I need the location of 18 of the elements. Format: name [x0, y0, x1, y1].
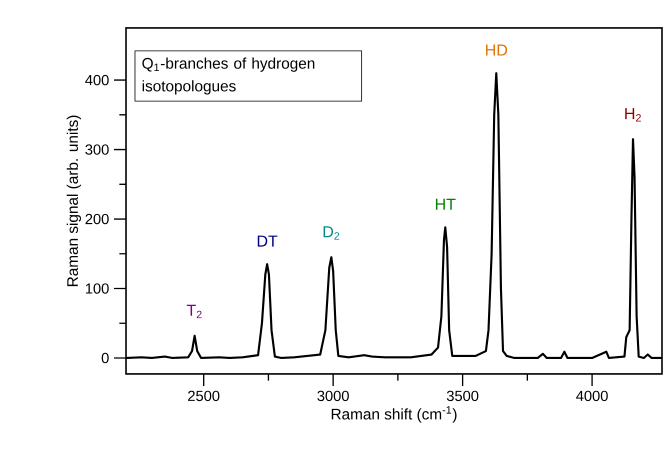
y-tick-label: 0 [102, 352, 109, 364]
annotation: T$_{2}$ [186, 304, 202, 318]
annotation: HT [436, 198, 456, 210]
annotation: D$_{2}$ [324, 226, 340, 240]
annotation: H$_{2}$ [625, 108, 641, 122]
x-tick-label: 2500 [188, 390, 220, 402]
y-tick-label: 300 [85, 144, 109, 155]
y-tick-label: 400 [85, 74, 109, 86]
text: Q$_{1}$-branches of hydrogen isotopologues [142, 58, 314, 94]
y-axis-title: Raman signal (arb. units) [66, 116, 81, 286]
x-tick-label: 4000 [576, 390, 608, 402]
y-tick-label: 200 [86, 214, 109, 224]
x-axis-title: Raman shift (cm$^{-1}$) [332, 406, 457, 423]
annotation: HD [486, 44, 508, 56]
y-tick-label: 100 [86, 283, 109, 294]
annotation: DT [258, 236, 278, 247]
x-tick-label: 3000 [317, 390, 349, 402]
x-tick-label: 3500 [446, 390, 478, 402]
